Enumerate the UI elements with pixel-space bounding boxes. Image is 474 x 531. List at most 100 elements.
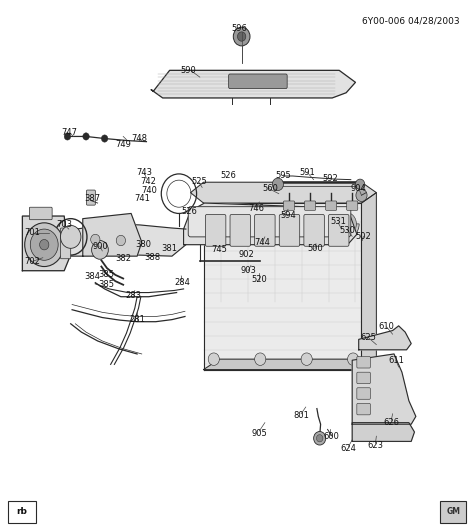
Text: 748: 748 (131, 133, 147, 142)
Wedge shape (256, 224, 283, 238)
Text: 591: 591 (300, 168, 316, 177)
Circle shape (91, 241, 109, 259)
Circle shape (30, 229, 58, 260)
Text: 502: 502 (356, 232, 371, 241)
Text: 904: 904 (351, 184, 366, 193)
FancyBboxPatch shape (255, 215, 275, 246)
Text: 525: 525 (191, 177, 207, 186)
FancyBboxPatch shape (304, 215, 324, 246)
Text: 745: 745 (211, 245, 228, 254)
FancyBboxPatch shape (328, 215, 349, 246)
Text: 701: 701 (25, 228, 41, 237)
Text: 611: 611 (388, 356, 404, 365)
Polygon shape (191, 182, 376, 203)
Polygon shape (352, 423, 414, 441)
Polygon shape (359, 326, 411, 350)
Text: 381: 381 (162, 244, 178, 253)
Circle shape (272, 178, 283, 191)
Wedge shape (231, 224, 257, 238)
Text: 284: 284 (174, 278, 190, 287)
Text: 744: 744 (255, 237, 271, 246)
Text: 905: 905 (251, 429, 267, 438)
FancyBboxPatch shape (86, 190, 95, 205)
Text: 384: 384 (84, 272, 100, 281)
Polygon shape (203, 359, 376, 370)
Circle shape (259, 212, 280, 235)
Text: 594: 594 (280, 211, 296, 220)
Text: 388: 388 (145, 253, 161, 262)
Text: 595: 595 (275, 172, 292, 181)
Circle shape (301, 353, 312, 365)
Text: 385: 385 (98, 270, 114, 279)
FancyBboxPatch shape (228, 74, 287, 89)
Circle shape (310, 212, 331, 235)
Text: 590: 590 (180, 66, 196, 75)
Text: 380: 380 (135, 240, 151, 249)
Circle shape (317, 434, 323, 442)
Text: 592: 592 (322, 174, 338, 183)
Text: 743: 743 (136, 168, 152, 177)
Polygon shape (183, 203, 357, 245)
FancyBboxPatch shape (346, 201, 358, 210)
Text: 703: 703 (56, 220, 72, 229)
Text: 530: 530 (339, 226, 356, 235)
Circle shape (237, 32, 246, 41)
Text: 610: 610 (379, 322, 394, 331)
FancyBboxPatch shape (29, 207, 52, 220)
Text: 6Y00-006 04/28/2003: 6Y00-006 04/28/2003 (362, 17, 460, 26)
Wedge shape (308, 224, 334, 238)
Circle shape (336, 212, 356, 235)
Text: 625: 625 (360, 333, 376, 342)
Circle shape (208, 212, 228, 235)
Text: 903: 903 (240, 266, 256, 275)
FancyBboxPatch shape (326, 201, 337, 210)
Text: 702: 702 (25, 257, 41, 266)
Text: 902: 902 (238, 250, 254, 259)
Polygon shape (69, 224, 186, 256)
Text: 382: 382 (115, 254, 131, 263)
FancyBboxPatch shape (9, 501, 36, 523)
Text: 746: 746 (248, 204, 264, 213)
Text: 741: 741 (134, 194, 150, 203)
FancyBboxPatch shape (230, 215, 250, 246)
Circle shape (208, 353, 219, 365)
Circle shape (64, 133, 71, 140)
Polygon shape (83, 213, 142, 256)
Circle shape (285, 212, 305, 235)
Polygon shape (203, 203, 362, 370)
Text: 742: 742 (140, 177, 156, 186)
FancyBboxPatch shape (357, 388, 370, 399)
Text: 520: 520 (251, 275, 267, 284)
Circle shape (91, 234, 100, 245)
Text: GM: GM (447, 507, 460, 516)
Circle shape (116, 235, 126, 246)
Text: 600: 600 (323, 432, 339, 441)
Circle shape (234, 212, 254, 235)
Circle shape (61, 226, 81, 249)
FancyBboxPatch shape (205, 215, 226, 246)
Text: 626: 626 (383, 418, 399, 427)
FancyBboxPatch shape (304, 201, 316, 210)
Text: 531: 531 (330, 217, 346, 226)
Text: 801: 801 (293, 411, 309, 420)
Text: 500: 500 (307, 244, 323, 253)
Text: 624: 624 (340, 444, 356, 453)
Circle shape (347, 353, 359, 365)
Text: 283: 283 (126, 291, 142, 300)
Polygon shape (22, 216, 69, 271)
Circle shape (101, 135, 108, 142)
Text: 526: 526 (182, 207, 198, 216)
Text: 596: 596 (231, 24, 247, 33)
Circle shape (314, 432, 326, 445)
FancyBboxPatch shape (357, 357, 370, 368)
Polygon shape (151, 71, 356, 98)
Wedge shape (205, 224, 231, 238)
Text: 526: 526 (221, 172, 237, 181)
Text: 740: 740 (142, 186, 158, 195)
Circle shape (356, 179, 365, 190)
Circle shape (25, 223, 64, 267)
Wedge shape (282, 224, 308, 238)
Circle shape (83, 133, 89, 140)
Circle shape (233, 27, 250, 46)
FancyBboxPatch shape (357, 372, 370, 383)
